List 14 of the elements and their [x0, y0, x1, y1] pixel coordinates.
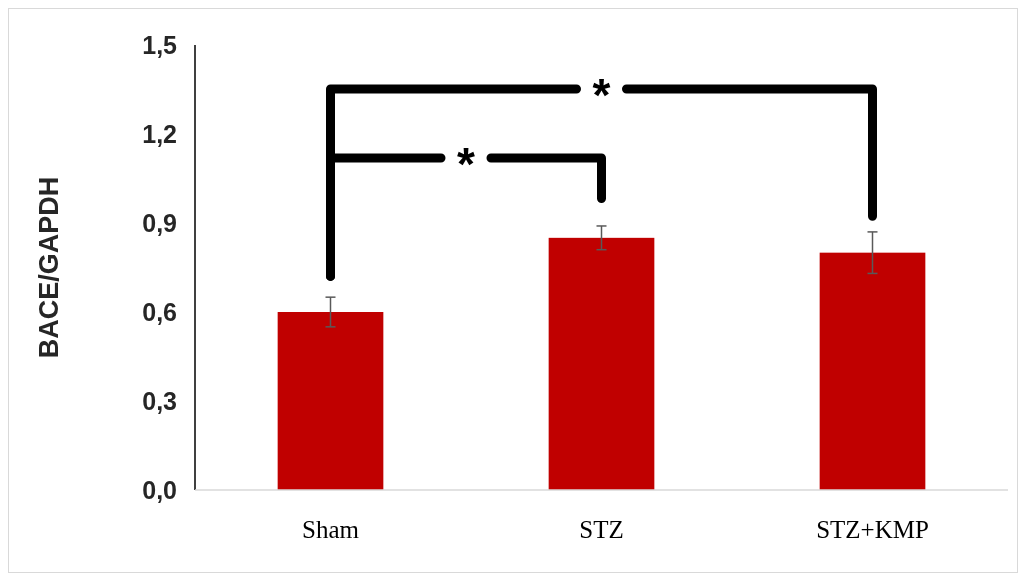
annotation: * — [457, 138, 476, 191]
x-tick-label: Sham — [302, 516, 360, 543]
y-tick-label: 0,6 — [142, 297, 177, 326]
bar — [277, 312, 384, 490]
y-tick-label: 0,0 — [142, 475, 177, 504]
y-tick-label: 0,3 — [142, 386, 177, 415]
x-tick-label: STZ — [579, 516, 624, 543]
y-tick-label: 1,5 — [142, 30, 178, 59]
y-axis-title: BACE/GAPDH — [34, 176, 64, 359]
bar — [819, 252, 926, 490]
x-tick-label: STZ+KMP — [816, 516, 929, 543]
y-tick-label: 0,9 — [142, 208, 177, 237]
annotation: * — [592, 69, 611, 122]
y-tick-label: 1,2 — [142, 119, 177, 148]
